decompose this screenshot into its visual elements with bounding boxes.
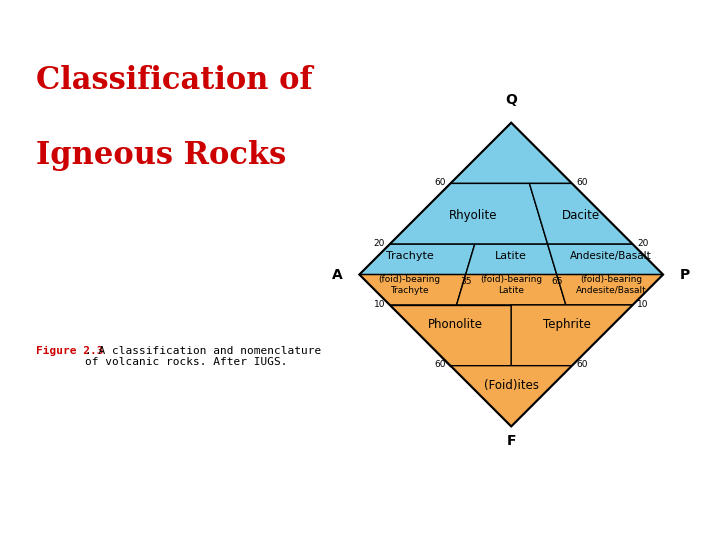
Text: Q: Q [505,93,517,107]
Polygon shape [390,184,548,244]
Text: (Foid)ites: (Foid)ites [484,379,539,392]
Text: Phonolite: Phonolite [428,318,482,331]
Polygon shape [359,274,466,305]
Polygon shape [359,244,474,274]
Polygon shape [557,274,663,305]
Polygon shape [511,305,633,366]
Text: Andesite/Basalt: Andesite/Basalt [570,251,652,261]
Text: P: P [680,267,690,281]
Text: 60: 60 [577,360,588,369]
Polygon shape [466,244,557,274]
Polygon shape [451,366,572,427]
Text: A: A [332,267,343,281]
Text: (foid)-bearing
Andesite/Basalt: (foid)-bearing Andesite/Basalt [575,275,647,295]
Text: 35: 35 [460,276,472,286]
Text: 20: 20 [637,239,649,248]
Polygon shape [456,274,566,305]
Text: . A classification and nomenclature
of volcanic rocks. After IUGS.: . A classification and nomenclature of v… [85,346,321,367]
Text: Tephrite: Tephrite [544,318,591,331]
Text: 10: 10 [374,300,385,308]
Text: Trachyte: Trachyte [386,251,433,261]
Text: Latite: Latite [495,251,527,261]
Text: Igneous Rocks: Igneous Rocks [36,140,287,171]
Text: Dacite: Dacite [562,209,600,222]
Text: 20: 20 [374,239,385,248]
Polygon shape [529,184,633,244]
Text: Classification of: Classification of [36,65,312,96]
Polygon shape [451,123,572,184]
Text: (foid)-bearing
Trachyte: (foid)-bearing Trachyte [379,275,441,295]
Polygon shape [390,305,511,366]
Text: Rhyolite: Rhyolite [449,209,498,222]
Text: F: F [506,434,516,448]
Text: 65: 65 [551,276,562,286]
Text: 60: 60 [434,360,446,369]
Text: 10: 10 [637,300,649,308]
Text: (foid)-bearing
Latite: (foid)-bearing Latite [480,275,542,295]
Text: 60: 60 [577,178,588,187]
Polygon shape [548,244,663,274]
Text: 60: 60 [434,178,446,187]
Text: Figure 2.3: Figure 2.3 [36,346,104,356]
